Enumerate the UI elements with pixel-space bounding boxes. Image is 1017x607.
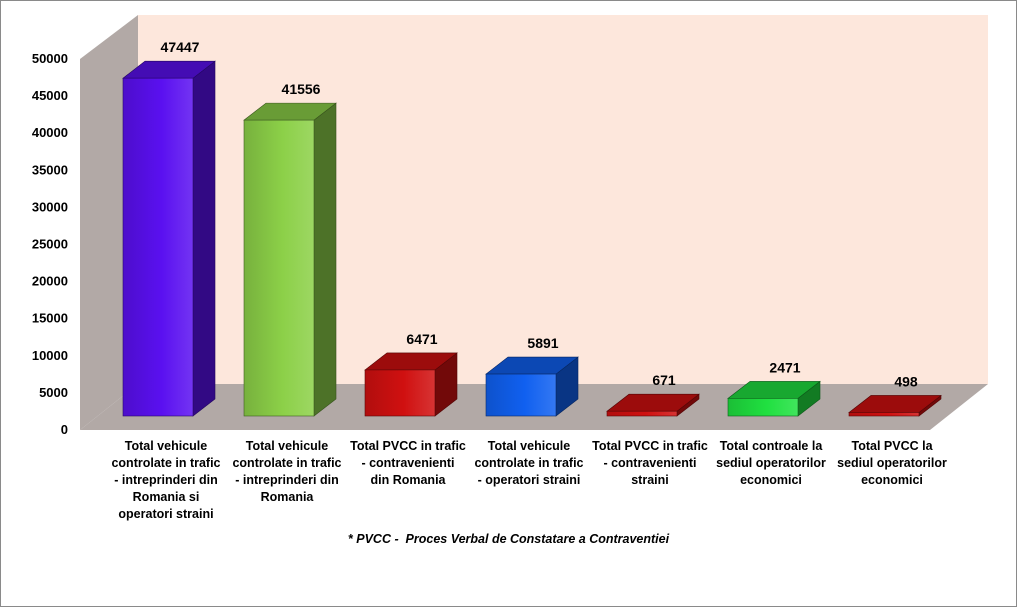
back-wall [138, 15, 988, 384]
y-tick-label: 15000 [32, 311, 68, 326]
bar [243, 102, 337, 417]
data-label: 6471 [406, 331, 437, 347]
category-label: Total PVCC in trafic - contravenienti st… [592, 439, 708, 487]
bar [364, 352, 458, 417]
bar-front [364, 369, 436, 417]
bars [122, 60, 942, 417]
footnote: * PVCC - Proces Verbal de Constatare a C… [347, 532, 670, 546]
bar-side [313, 102, 337, 417]
y-tick-label: 40000 [32, 125, 68, 140]
y-tick-label: 0 [61, 422, 68, 437]
category-label: Total PVCC la sediul operatorilor econom… [837, 439, 947, 487]
y-axis: 0 5000 10000 15000 20000 25000 30000 35000 40000… [32, 51, 68, 437]
bar [848, 394, 942, 417]
bar-front [485, 373, 557, 417]
category-label: Total vehicule controlate in trafic - op… [474, 439, 584, 487]
data-label: 671 [652, 372, 676, 388]
y-tick-label: 20000 [32, 274, 68, 289]
data-label: 498 [894, 373, 918, 389]
data-label: 47447 [161, 39, 200, 55]
bar [727, 380, 821, 417]
bar [485, 356, 579, 417]
bar-side [192, 60, 216, 417]
bar-front [727, 398, 799, 417]
y-tick-label: 5000 [39, 385, 68, 400]
data-label: 5891 [527, 335, 558, 351]
y-tick-label: 10000 [32, 348, 68, 363]
bar [606, 393, 700, 417]
bar-front [848, 412, 920, 417]
category-label: Total PVCC in trafic - contravenienti di… [350, 439, 466, 487]
category-label: Total controale la sediul operatorilor e… [716, 439, 826, 487]
data-label: 2471 [769, 359, 800, 375]
category-label: Total vehicule controlate in trafic - in… [232, 439, 342, 504]
y-tick-label: 45000 [32, 88, 68, 103]
y-tick-label: 35000 [32, 162, 68, 177]
bar-front [606, 410, 678, 417]
category-label: Total vehicule controlate in trafic - in… [111, 439, 221, 521]
bar-front [122, 77, 194, 417]
y-tick-label: 25000 [32, 237, 68, 252]
bar [122, 60, 216, 417]
y-tick-label: 30000 [32, 199, 68, 214]
data-labels: 47447 41556 6471 5891 671 2471 498 [161, 39, 918, 389]
bar-front [243, 119, 315, 417]
y-tick-label: 50000 [32, 51, 68, 66]
data-label: 41556 [282, 81, 321, 97]
